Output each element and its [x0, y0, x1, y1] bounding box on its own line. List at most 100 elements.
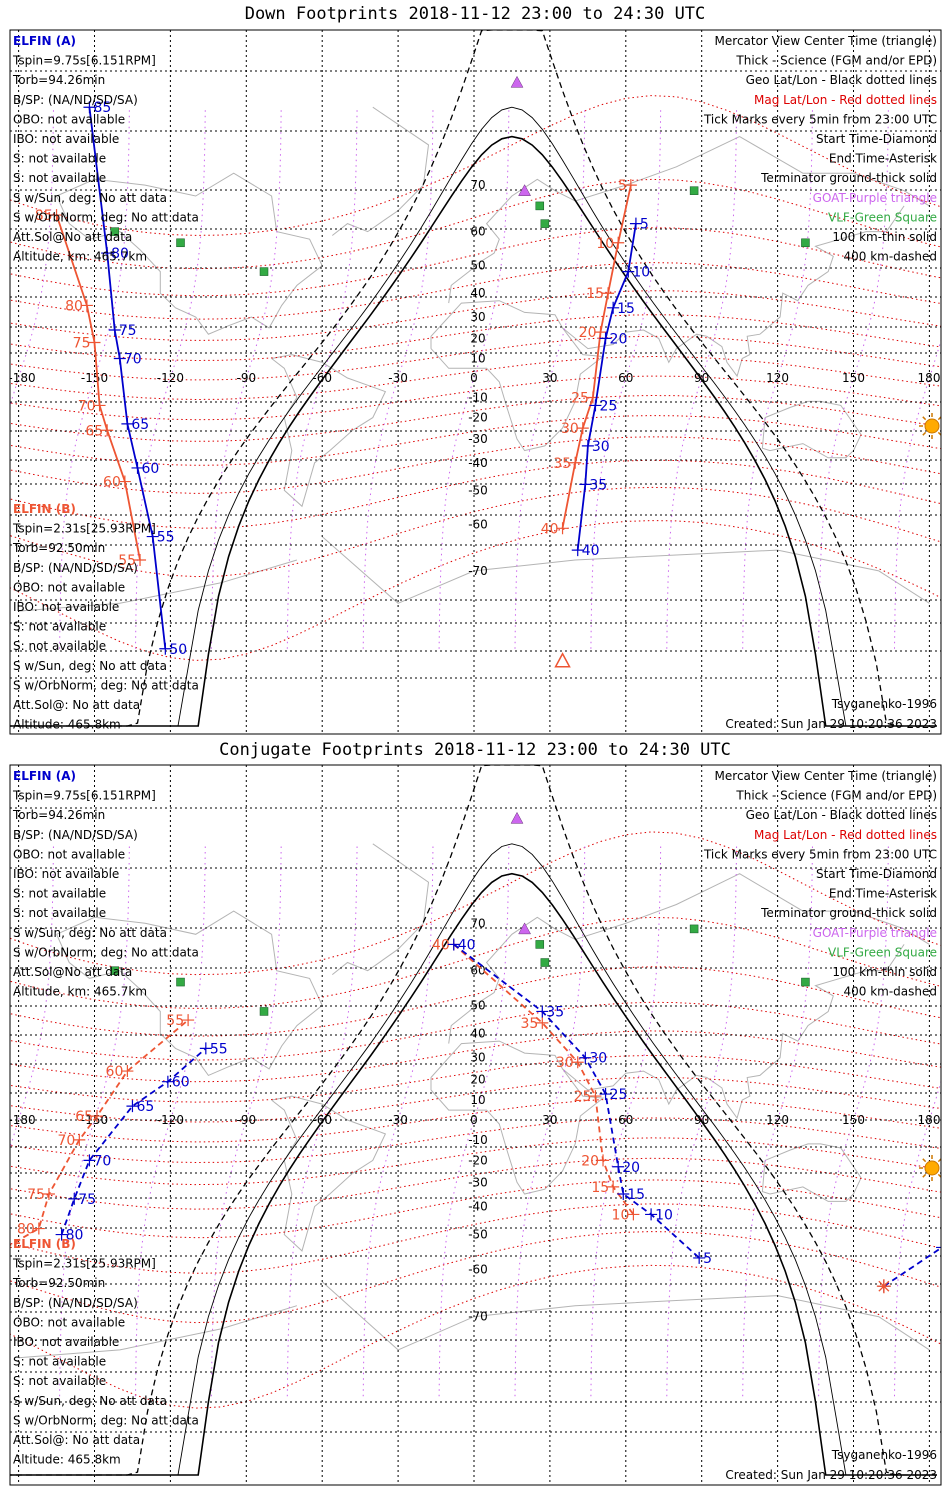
elfin-a-track-east-tick-label: 5 [703, 1251, 712, 1267]
elfin-a-track-west-tick-label: 60 [142, 461, 160, 477]
lon-tick-label: 150 [842, 1113, 865, 1127]
lat-tick-label: -30 [468, 432, 488, 446]
elfin-a-track-east-tick-mark [599, 1088, 612, 1101]
elfin-b-track-west-tick-mark [88, 336, 101, 349]
panel-frame [9, 764, 942, 1486]
elfin-a-info-line: S: not available [13, 152, 106, 166]
elfin-a-track-east-tick-label: 25 [610, 1087, 628, 1103]
vlf-station-square [176, 977, 185, 987]
elfin-b-track-east-line [561, 184, 632, 529]
elfin-a-track-east-tick-mark [589, 399, 602, 412]
elfin-b-label: ELFIN (B) [13, 502, 76, 516]
lon-tick-label: -180 [8, 371, 35, 385]
elfin-b-info-line: S: not available [13, 1355, 106, 1369]
elfin-a-track-east-tick-label: 20 [622, 1160, 640, 1176]
elfin-b-info-line: B/SP: (NA/ND/SD/SA) [13, 561, 138, 575]
elfin-b-track-west-tick-label: 70 [78, 398, 96, 414]
vlf-station-square [110, 966, 119, 975]
lon-tick-label: -120 [157, 371, 184, 385]
map-area: -180 -150 -120 -90 -60 -30 0 30 60 90 120 150 180 70 6… [8, 30, 941, 734]
vlf-station-square [259, 267, 269, 276]
mag-lat-line-10 [10, 290, 941, 341]
lon-tick-label: -90 [236, 371, 256, 385]
elfin-b-info-line: OBO: not available [13, 580, 125, 594]
elfin-a-info-line: OBO: not available [13, 112, 125, 126]
elfin-a-track-east-tick-mark [612, 1160, 625, 1173]
legend-line: VLF-Green Square [828, 945, 937, 959]
lon-tick-label: 180 [918, 371, 941, 385]
legend-line: Tick Marks every 5min from 23:00 UTC [703, 112, 937, 126]
legend-line: Mag Lat/Lon - Red dotted lines [754, 93, 937, 107]
sun-ray [922, 1158, 927, 1163]
elfin-b-info-line: Torb=92.50min [12, 1276, 105, 1290]
coastline-2 [430, 1040, 605, 1195]
elfin-b-track-west-tick-mark [91, 1110, 104, 1123]
elfin-b-track-west-tick-label: 80 [65, 298, 83, 314]
elfin-a-track-east-tick-mark [571, 544, 584, 557]
elfin-b-info-line: S w/Sun, deg: No att data [13, 659, 167, 673]
lon-tick-label: -30 [388, 371, 408, 385]
mag-lat-line-3 [10, 1179, 941, 1239]
lon-tick-label: 90 [694, 1113, 709, 1127]
elfin-b-info-line: S: not available [13, 639, 106, 653]
elfin-a-track-west-tick-label: 85 [93, 100, 111, 116]
panel-title-conjugate: Conjugate Footprints 2018-11-12 23:00 to… [219, 740, 731, 760]
coastline-7 [321, 536, 930, 604]
vlf-station-square [176, 238, 185, 248]
elfin-a-track-west-tick-mark [126, 1100, 139, 1113]
lat-tick-label: 20 [470, 331, 485, 345]
terminator-400km-line [10, 30, 937, 727]
elfin-a-track-east-line [453, 943, 700, 1259]
elfin-a-track-east-tick-mark [693, 1251, 706, 1264]
elfin-a-track-west-tick-mark [108, 324, 121, 337]
elfin-a-track-west-tick-mark [131, 461, 144, 474]
lon-tick-label: 0 [470, 1113, 478, 1127]
elfin-a-track-west-tick-label: 60 [172, 1075, 190, 1091]
legend-line: Start Time-Diamond [816, 867, 937, 881]
elfin-b-track-west-tick-mark [73, 1133, 86, 1146]
elfin-b-track-east-tick-label: 25 [574, 1089, 592, 1105]
legend-line: 100 km-thin solid [832, 965, 937, 979]
elfin-b-track-west-tick-label: 85 [35, 208, 53, 224]
elfin-a-track-east-tick-mark [629, 217, 642, 230]
vlf-station-square [540, 958, 550, 967]
elfin-b-track-east-tick-label: 25 [571, 390, 589, 406]
elfin-b-track-east-tick-label: 30 [556, 1055, 574, 1071]
elfin-b-track-west-tick-label: 65 [75, 1109, 93, 1125]
lon-tick-label: 30 [542, 371, 557, 385]
elfin-a-track-west-tick-label: 50 [169, 642, 187, 658]
lat-tick-label: -60 [468, 1262, 488, 1276]
mag-lat-line-2 [10, 459, 941, 529]
elfin-b-track-east-tick-label: 40 [432, 937, 450, 953]
sun-icon [919, 413, 941, 439]
elfin-a-track-west-tick-mark [83, 1154, 96, 1167]
elfin-a-track-east-tick-mark [579, 478, 592, 491]
end-time-asterisk [876, 1279, 891, 1294]
elfin-b-track-east-tick-label: 15 [586, 286, 604, 302]
lat-tick-label: 60 [470, 964, 485, 978]
elfin-b-track-west-tick-label: 60 [103, 475, 121, 491]
elfin-b-track-east-tick-mark [627, 1208, 640, 1221]
legend-line: Geo Lat/Lon - Black dotted lines [746, 73, 937, 87]
elfin-b-track-east-tick-mark [607, 1180, 620, 1193]
elfin-b-track-west-tick-mark [121, 1065, 134, 1078]
lon-tick-label: 120 [766, 371, 789, 385]
coastline-0 [56, 172, 323, 335]
legend-line: Mercator View Center Time (triangle) [715, 769, 937, 783]
elfin-a-track-west-tick-label: 80 [111, 246, 129, 262]
legend-line: Geo Lat/Lon - Black dotted lines [746, 808, 937, 822]
elfin-a-info-line: Tspin=9.75s[6.151RPM] [12, 789, 156, 803]
lat-tick-label: -40 [468, 456, 488, 470]
model-credit: Tsyganenko-1996 [831, 697, 937, 711]
elfin-a-info-line: OBO: not available [13, 847, 125, 861]
vlf-station-square [540, 219, 550, 228]
elfin-a-track-west-tick-label: 75 [119, 323, 137, 339]
elfin-b-label: ELFIN (B) [13, 1237, 76, 1251]
elfin-b-track-east-tick-label: 40 [541, 521, 559, 537]
elfin-a-track-east-tick-label: 25 [599, 398, 617, 414]
elfin-b-track-east-tick-label: 5 [618, 178, 627, 194]
elfin-b-info-line: OBO: not available [13, 1315, 125, 1329]
panel-title-down: Down Footprints 2018-11-12 23:00 to 24:3… [244, 4, 706, 24]
terminator-100km-line [10, 843, 937, 1476]
elfin-a-info-line: Torb=94.26min [12, 808, 105, 822]
